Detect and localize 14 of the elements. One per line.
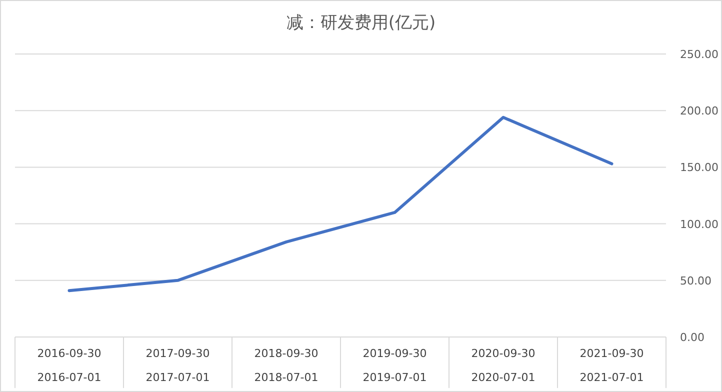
- y-tick-label: 50.00: [680, 274, 712, 288]
- y-tick-label: 100.00: [680, 218, 718, 231]
- x-tick-label: 2018-09-30 2018-07-01: [254, 347, 318, 384]
- line-series: [68, 116, 614, 292]
- x-tick-label: 2020-09-30 2020-07-01: [471, 347, 536, 384]
- x-tick-label: 2021-09-30 2021-07-01: [580, 347, 644, 384]
- y-tick-label: 150.00: [680, 161, 718, 174]
- y-tick-label: 200.00: [680, 104, 718, 118]
- x-tick-label: 2017-09-30 2017-07-01: [146, 347, 210, 384]
- x-tick-label: 2016-09-30 2016-07-01: [37, 347, 102, 384]
- chart-title: 减：研发费用(亿元): [286, 13, 436, 33]
- y-tick-label: 0.00: [680, 331, 704, 344]
- y-tick-label: 250.00: [680, 48, 718, 61]
- x-tick-label: 2019-09-30 2019-07-01: [362, 347, 427, 384]
